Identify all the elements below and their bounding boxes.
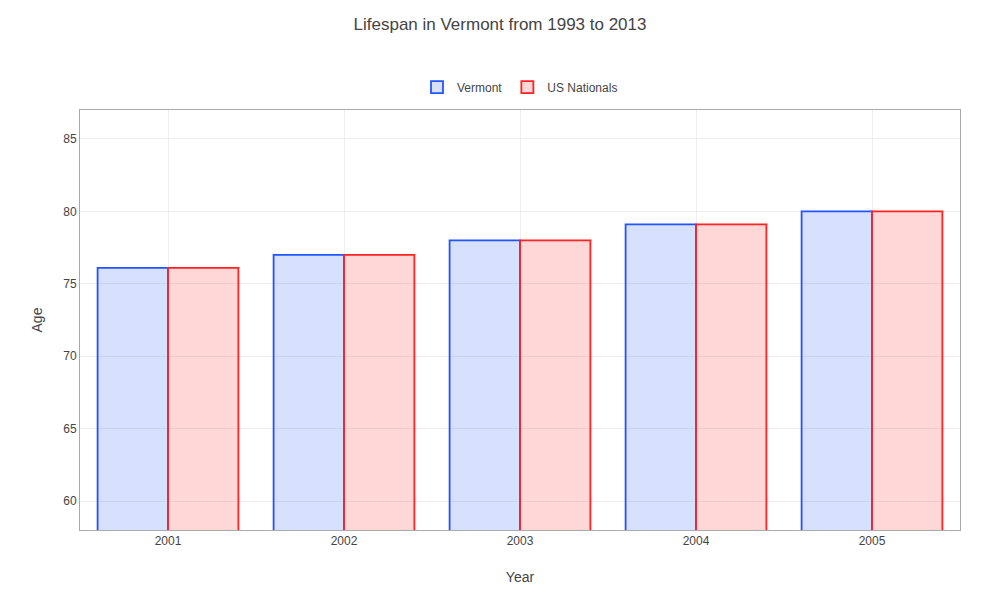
svg-text:80: 80 [63,205,77,219]
svg-text:2002: 2002 [331,534,358,548]
svg-text:2004: 2004 [683,534,710,548]
svg-text:Lifespan in Vermont from 1993: Lifespan in Vermont from 1993 to 2013 [354,15,647,34]
svg-text:65: 65 [63,422,77,436]
svg-text:60: 60 [63,494,77,508]
svg-text:2003: 2003 [507,534,534,548]
svg-text:75: 75 [63,277,77,291]
svg-text:Vermont: Vermont [457,81,502,95]
svg-text:2001: 2001 [155,534,182,548]
svg-text:Year: Year [506,569,535,585]
svg-text:85: 85 [63,132,77,146]
svg-text:Age: Age [29,307,45,332]
svg-text:2005: 2005 [859,534,886,548]
svg-text:US Nationals: US Nationals [547,81,617,95]
svg-text:70: 70 [63,349,77,363]
